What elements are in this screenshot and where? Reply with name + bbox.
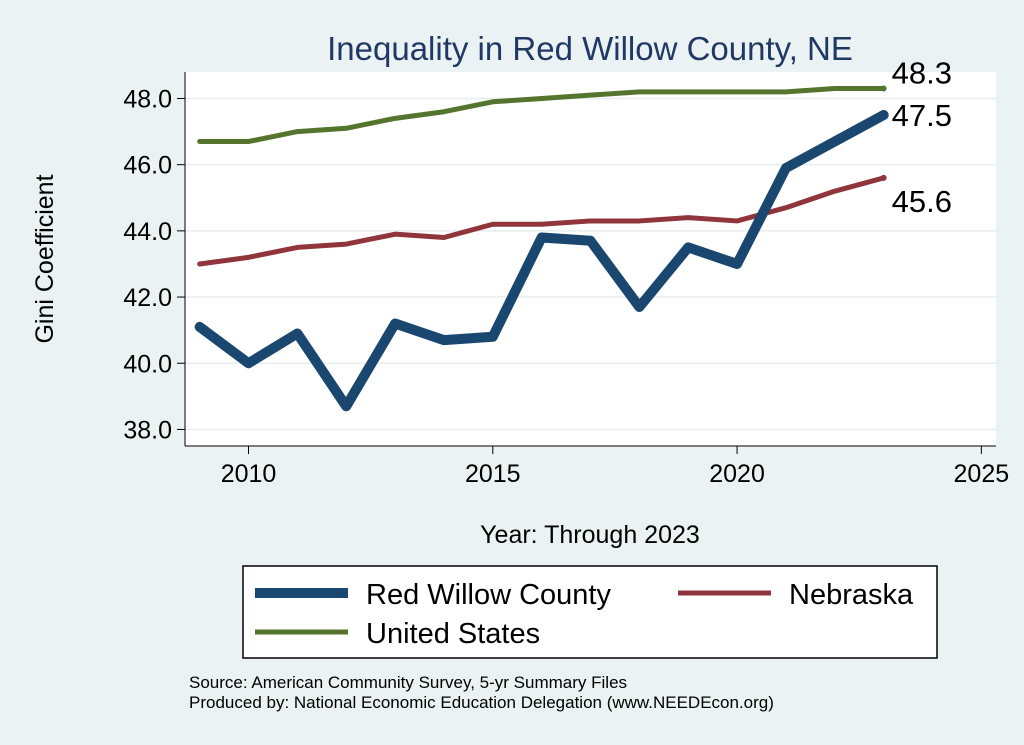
x-tick-label: 2020 <box>709 460 765 488</box>
end-label-red-willow: 47.5 <box>892 98 952 133</box>
series-line-nebraska <box>197 175 887 267</box>
legend: Red Willow County Nebraska United States <box>242 565 938 659</box>
end-label-nebraska: 45.6 <box>892 184 952 219</box>
x-tick-label: 2010 <box>221 460 277 488</box>
series-line-red-willow <box>194 110 889 412</box>
y-tick-label: 38.0 <box>123 416 172 444</box>
end-label-united-states: 48.3 <box>892 56 952 91</box>
axes: 38.0 40.0 42.0 44.0 46.0 48.0 2010 2015 2020 2025 <box>123 72 1009 488</box>
y-tick-label: 46.0 <box>123 152 172 180</box>
y-tick-label: 40.0 <box>123 350 172 378</box>
legend-label-united-states: United States <box>366 618 540 650</box>
legend-box <box>242 565 938 659</box>
y-tick-label: 48.0 <box>123 85 172 113</box>
source-line-1: Source: American Community Survey, 5-yr … <box>189 673 627 692</box>
series-end-marker <box>878 110 889 121</box>
y-tick-label: 42.0 <box>123 284 172 312</box>
series-end-marker <box>880 85 887 92</box>
legend-label-nebraska: Nebraska <box>789 579 914 611</box>
x-tick-label: 2015 <box>465 460 521 488</box>
series-end-marker <box>880 174 887 181</box>
y-axis-title: Gini Coefficient <box>31 174 59 343</box>
source-line-2: Produced by: National Economic Education… <box>189 693 774 712</box>
end-labels: 48.3 45.6 47.5 <box>892 56 952 219</box>
x-axis-title: Year: Through 2023 <box>480 521 700 549</box>
x-tick-label: 2025 <box>954 460 1010 488</box>
legend-label-red-willow: Red Willow County <box>366 579 611 611</box>
plot-area <box>185 72 996 446</box>
series <box>194 85 889 412</box>
y-tick-label: 44.0 <box>123 218 172 246</box>
chart-title: Inequality in Red Willow County, NE <box>327 30 853 67</box>
series-line-united-states <box>197 86 887 145</box>
